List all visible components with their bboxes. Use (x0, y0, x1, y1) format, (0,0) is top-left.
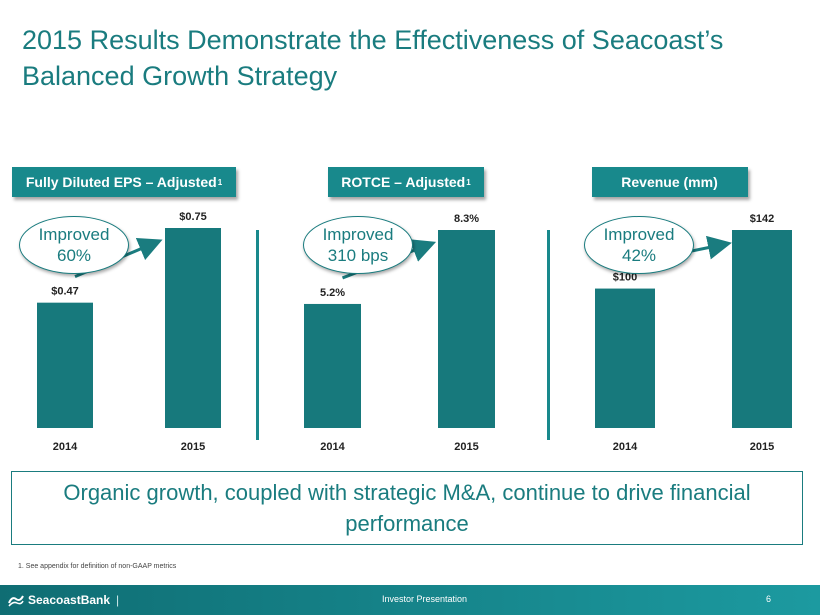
page-title: 2015 Results Demonstrate the Effectivene… (22, 25, 724, 91)
footer-title: Investor Presentation (382, 594, 468, 604)
x-tick-label-2015: 2015 (750, 441, 774, 453)
revenue-chart-header: Revenue (mm) (592, 167, 748, 197)
eps-header-footnote-mark: 1 (217, 177, 223, 187)
chart-divider-1 (256, 230, 259, 440)
rotce-improved-callout: Improved 310 bps (303, 216, 413, 274)
rotce-callout-line2: 310 bps (327, 246, 389, 265)
rotce-chart: 5.2% 2014 8.3% 2015 (304, 213, 495, 453)
rotce-header-label: ROTCE – Adjusted (341, 174, 466, 190)
revenue-header-label: Revenue (mm) (621, 174, 718, 190)
x-tick-label-2015: 2015 (181, 441, 205, 453)
eps-callout-line1: Improved (38, 225, 110, 244)
data-label-2014: $0.47 (51, 286, 79, 298)
summary-box: Organic growth, coupled with strategic M… (11, 471, 803, 545)
eps-chart: $0.47 2014 $0.75 2015 (37, 211, 221, 453)
data-label-2015: $0.75 (179, 211, 207, 223)
bar-2014 (37, 302, 93, 428)
bar-2014 (595, 288, 655, 428)
revenue-callout-line2: 42% (621, 246, 657, 265)
data-label-2014: 5.2% (320, 287, 345, 299)
data-label-2014: $100 (613, 272, 637, 284)
eps-chart-header: Fully Diluted EPS – Adjusted 1 (12, 167, 236, 197)
data-label-2015: 8.3% (454, 213, 479, 225)
bar-2015 (732, 230, 792, 428)
seacoast-logo: SeacoastBank | (8, 593, 119, 607)
footer-bar: SeacoastBank | Investor Presentation 6 (0, 585, 820, 615)
revenue-chart: $100 2014 $142 2015 (595, 213, 792, 453)
revenue-improved-callout: Improved 42% (584, 216, 694, 274)
x-tick-label-2014: 2014 (53, 441, 78, 453)
rotce-callout-line1: Improved (322, 225, 394, 244)
eps-callout-line2: 60% (56, 246, 92, 265)
revenue-callout-line1: Improved (603, 225, 675, 244)
seacoast-wave-icon (8, 595, 24, 607)
data-label-2015: $142 (750, 213, 774, 225)
eps-header-label: Fully Diluted EPS – Adjusted (25, 174, 217, 190)
rotce-chart-header: ROTCE – Adjusted 1 (328, 167, 484, 197)
x-tick-label-2014: 2014 (320, 441, 345, 453)
bar-2015 (438, 230, 495, 428)
eps-improved-callout: Improved 60% (19, 216, 129, 274)
rotce-header-footnote-mark: 1 (466, 177, 471, 187)
logo-separator: | (116, 593, 120, 607)
logo-text: SeacoastBank (28, 593, 111, 607)
bar-2014 (304, 303, 361, 428)
page-number: 6 (766, 594, 772, 604)
chart-divider-2 (547, 230, 550, 440)
x-tick-label-2015: 2015 (454, 441, 478, 453)
x-tick-label-2014: 2014 (613, 441, 638, 453)
bar-2015 (165, 228, 221, 428)
footnote: 1. See appendix for definition of non-GA… (18, 563, 177, 570)
